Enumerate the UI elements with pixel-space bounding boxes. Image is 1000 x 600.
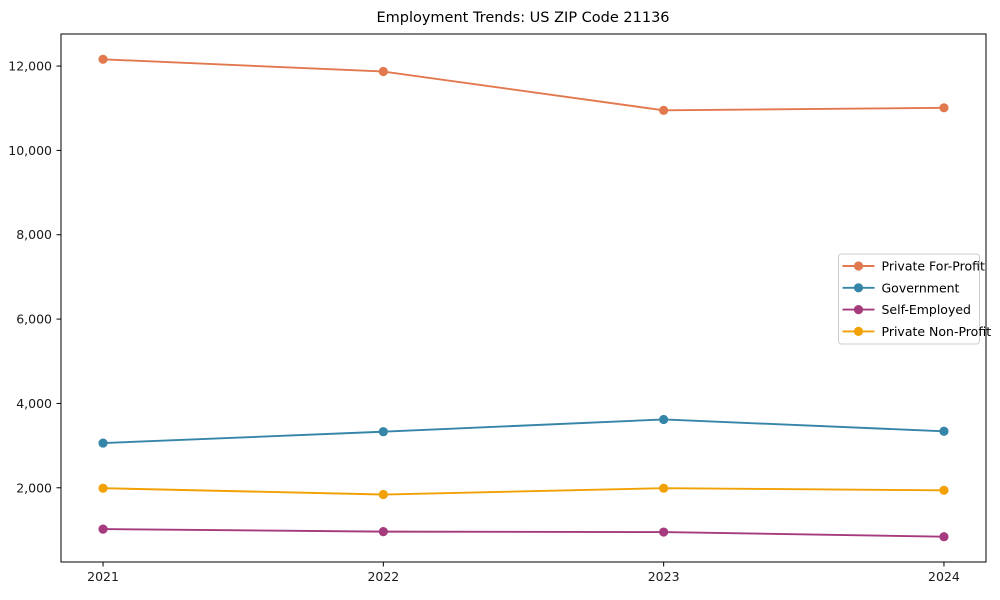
legend-marker-dot [853,326,864,336]
y-tick-label: 6,000 [16,312,52,327]
data-point-government-2021 [98,438,108,448]
x-axis-ticks: 2021 2022 2023 2024 [87,562,960,584]
series-line-private-for-profit [102,58,945,112]
plot-frame [60,33,987,563]
x-tick-label: 2021 [87,569,119,584]
legend-box [838,253,980,345]
data-point-private-for-profit-2023 [659,105,669,115]
data-point-government-2024 [939,426,949,436]
data-point-self-employed-2023 [659,527,669,537]
legend-marker-dot [853,305,864,315]
data-point-private-non-profit-2023 [659,483,669,493]
series-private-for-profit [98,54,949,115]
data-point-private-for-profit-2022 [378,66,388,77]
y-tick-label: 12,000 [8,59,52,74]
series-private-non-profit [98,483,949,500]
data-point-private-for-profit-2021 [98,54,108,64]
legend-item-private-for-profit: Private For-Profit [842,259,985,274]
x-tick-label: 2024 [928,569,960,584]
data-point-self-employed-2021 [98,524,108,534]
data-point-government-2023 [659,414,669,425]
data-point-self-employed-2024 [939,532,949,542]
data-point-private-non-profit-2021 [98,483,108,493]
data-point-private-for-profit-2024 [939,103,949,113]
y-tick-label: 8,000 [16,227,52,242]
legend-label: Self-Employed [882,302,971,317]
data-point-private-non-profit-2022 [378,489,388,500]
y-axis-ticks: 2,000 4,000 6,000 8,000 10,000 12,000 [8,59,61,495]
y-tick-label: 2,000 [16,480,52,495]
legend-label: Private Non-Profit [882,324,992,339]
legend-item-government: Government [842,280,960,295]
series-self-employed [98,524,949,542]
x-tick-label: 2023 [648,569,680,584]
legend-marker-dot [853,261,864,271]
series-government [98,414,949,448]
y-tick-label: 4,000 [16,396,52,411]
series-line-government [102,418,945,445]
y-tick-label: 10,000 [8,143,52,158]
legend-label: Private For-Profit [882,259,985,274]
legend-label: Government [882,280,960,295]
series-line-private-non-profit [102,487,945,496]
legend-marker-dot [853,283,864,293]
data-point-self-employed-2022 [378,527,388,537]
legend-item-self-employed: Self-Employed [842,302,971,317]
chart-title: Employment Trends: US ZIP Code 21136 [376,10,669,26]
x-tick-label: 2022 [367,569,399,584]
series-line-self-employed [102,528,945,538]
data-point-private-non-profit-2024 [939,485,949,495]
legend-item-private-non-profit: Private Non-Profit [842,324,992,339]
data-point-government-2022 [378,427,388,437]
legend: Private For-Profit Government Self-Employe… [838,253,992,345]
